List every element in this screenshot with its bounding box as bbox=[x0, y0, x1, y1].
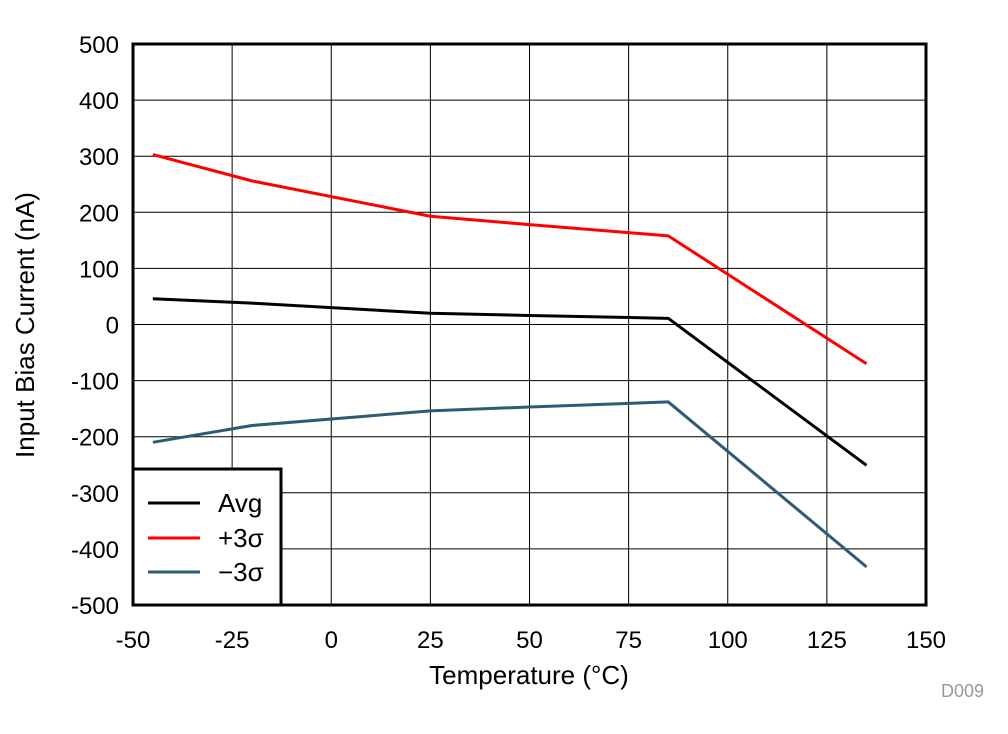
y-tick-labels: -500 -400 -300 -200 -100 0 100 200 300 400 500 bbox=[71, 32, 119, 620]
x-axis-title: Temperature (°C) bbox=[429, 660, 629, 690]
y-tick-label: -100 bbox=[71, 369, 119, 396]
x-tick-labels: -50 -25 0 25 50 75 100 125 150 bbox=[116, 627, 946, 654]
x-tick-label: 25 bbox=[417, 627, 444, 654]
x-tick-label: 0 bbox=[325, 627, 338, 654]
legend: Avg +3σ −3σ bbox=[131, 467, 283, 607]
plot-frame bbox=[131, 42, 928, 607]
y-tick-label: 500 bbox=[79, 32, 119, 59]
series-line-2 bbox=[152, 400, 868, 569]
x-tick-label: 150 bbox=[906, 627, 946, 654]
series-line-1 bbox=[152, 153, 868, 366]
series-group bbox=[152, 153, 868, 569]
y-tick-label: 200 bbox=[79, 200, 119, 227]
y-tick-label: -200 bbox=[71, 425, 119, 452]
x-tick-label: 50 bbox=[516, 627, 543, 654]
y-tick-label: -300 bbox=[71, 481, 119, 508]
y-tick-label: 400 bbox=[79, 88, 119, 115]
y-tick-label: -500 bbox=[71, 593, 119, 620]
y-tick-label: 300 bbox=[79, 144, 119, 171]
y-axis-title: Input Bias Current (nA) bbox=[10, 192, 40, 458]
x-tick-label: 100 bbox=[708, 627, 748, 654]
figure-id-label: D009 bbox=[941, 681, 984, 701]
x-tick-label: 75 bbox=[615, 627, 642, 654]
x-tick-label: -25 bbox=[215, 627, 250, 654]
legend-label-minus-3-sigma: −3σ bbox=[218, 557, 264, 587]
y-tick-label: -400 bbox=[71, 537, 119, 564]
y-tick-label: 100 bbox=[79, 256, 119, 283]
legend-label-plus-3-sigma: +3σ bbox=[218, 523, 264, 553]
series-line-0 bbox=[152, 297, 868, 467]
y-tick-label: 0 bbox=[106, 313, 119, 340]
x-tick-label: 125 bbox=[807, 627, 847, 654]
legend-label-avg: Avg bbox=[218, 488, 262, 518]
x-tick-label: -50 bbox=[116, 627, 151, 654]
